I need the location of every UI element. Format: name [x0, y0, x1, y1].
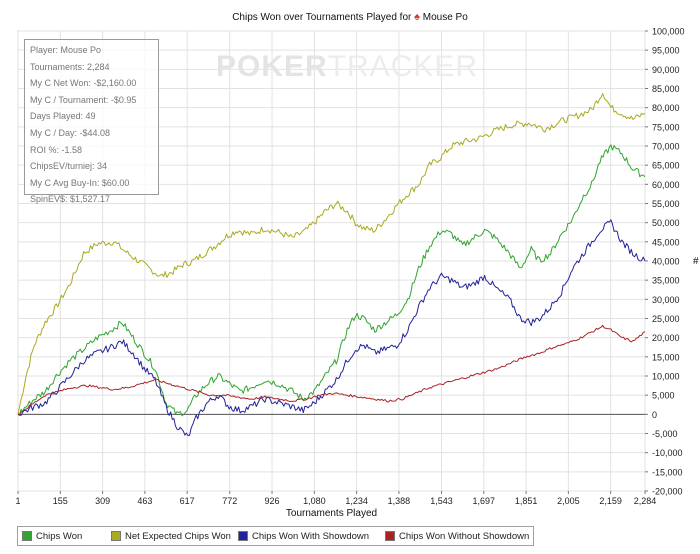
stat-player: Player: Mouse Po [30, 45, 102, 55]
watermark-part2: TRACKER [327, 50, 479, 83]
stat-spinev: SpinEV$: $1,527.17 [30, 194, 111, 205]
x-tick-label: 2,005 [557, 496, 580, 506]
y-tick-label: 100,000 [652, 27, 685, 37]
y-tick-label: 15,000 [652, 352, 680, 362]
stats-box: Player: Mouse Po Tournaments: 2,284 My C… [24, 39, 159, 204]
x-tick-label: 1,388 [388, 496, 411, 506]
chart-title: Chips Won over Tournaments Played for ♠ … [0, 11, 700, 23]
y-tick-label: 25,000 [652, 314, 680, 324]
x-tick-label: 1,234 [345, 496, 368, 506]
x-tick-label: 2,284 [634, 496, 657, 506]
y-tick-label: 75,000 [652, 122, 680, 132]
y-tick-label: 5,000 [652, 391, 675, 401]
stat-avg-buyin: My C Avg Buy-In: $60.00 [30, 177, 130, 188]
x-tick-label: 155 [53, 496, 68, 506]
x-axis-label: Tournaments Played [286, 508, 377, 519]
legend-item-net-expected[interactable]: Net Expected Chips Won [111, 530, 231, 542]
y-tick-label: 50,000 [652, 218, 680, 228]
y-tick-label: 0 [652, 410, 657, 420]
legend-swatch [22, 531, 32, 541]
y-tick-label: 70,000 [652, 142, 680, 152]
legend-swatch [385, 531, 395, 541]
y-axis-label: # [693, 256, 699, 267]
y-tick-label: 60,000 [652, 180, 680, 190]
stat-per-tournament: My C / Tournament: -$0.95 [30, 94, 137, 105]
series-line-chips-won [17, 144, 646, 417]
x-tick-label: 1,080 [303, 496, 326, 506]
series-line-chips-won-with-showdown [17, 219, 646, 437]
y-tick-label: 40,000 [652, 257, 680, 267]
y-tick-label: 55,000 [652, 199, 680, 209]
y-tick-label: -10,000 [652, 448, 683, 458]
y-tick-label: -20,000 [652, 487, 683, 497]
legend-item-without-showdown[interactable]: Chips Won Without Showdown [385, 530, 529, 542]
series-line-net-expected-chips-won [17, 93, 646, 415]
legend-item-chips-won[interactable]: Chips Won [22, 530, 82, 542]
legend-label: Chips Won Without Showdown [399, 530, 530, 542]
watermark-part1: POKER [216, 50, 328, 83]
x-tick-label: 617 [180, 496, 195, 506]
stat-days-played: Days Played: 49 [30, 111, 96, 122]
y-tick-label: 65,000 [652, 161, 680, 171]
chart-title-player: Mouse Po [422, 12, 468, 23]
x-tick-label: 2,159 [599, 496, 622, 506]
stat-roi: ROI %: -1.58 [30, 144, 83, 155]
stat-per-day: My C / Day: -$44.08 [30, 127, 111, 138]
y-tick-label: -15,000 [652, 467, 683, 477]
y-tick-label: 20,000 [652, 333, 680, 343]
y-tick-label: -5,000 [652, 429, 678, 439]
legend: Chips Won Net Expected Chips Won Chips W… [17, 526, 534, 546]
y-tick-label: 45,000 [652, 237, 680, 247]
x-tick-label: 772 [222, 496, 237, 506]
x-tick-label: 1 [15, 496, 20, 506]
x-tick-label: 1,697 [473, 496, 496, 506]
legend-swatch [238, 531, 248, 541]
y-tick-label: 90,000 [652, 65, 680, 75]
y-tick-label: 35,000 [652, 276, 680, 286]
pokertracker-watermark: POKERTRACKER [216, 50, 478, 84]
y-tick-label: 95,000 [652, 46, 680, 56]
poker-chip-icon: ♠ [414, 11, 420, 23]
series-line-chips-won-without-showdown [18, 324, 646, 415]
y-tick-label: 80,000 [652, 103, 680, 113]
y-tick-label: 10,000 [652, 372, 680, 382]
legend-swatch [111, 531, 121, 541]
legend-label: Chips Won With Showdown [252, 530, 370, 542]
y-tick-label: 30,000 [652, 295, 680, 305]
stat-net-won: My C Net Won: -$2,160.00 [30, 78, 137, 89]
x-tick-label: 1,851 [515, 496, 538, 506]
stat-chipsev: ChipsEV/turniej: 34 [30, 161, 108, 172]
legend-item-with-showdown[interactable]: Chips Won With Showdown [238, 530, 369, 542]
x-tick-label: 1,543 [430, 496, 453, 506]
stat-tournaments: Tournaments: 2,284 [30, 61, 110, 72]
x-tick-label: 309 [95, 496, 110, 506]
x-tick-label: 463 [137, 496, 152, 506]
chart-title-text: Chips Won over Tournaments Played for [232, 12, 412, 23]
legend-label: Net Expected Chips Won [125, 530, 231, 542]
x-tick-label: 926 [265, 496, 280, 506]
legend-label: Chips Won [36, 530, 83, 542]
y-tick-label: 85,000 [652, 84, 680, 94]
